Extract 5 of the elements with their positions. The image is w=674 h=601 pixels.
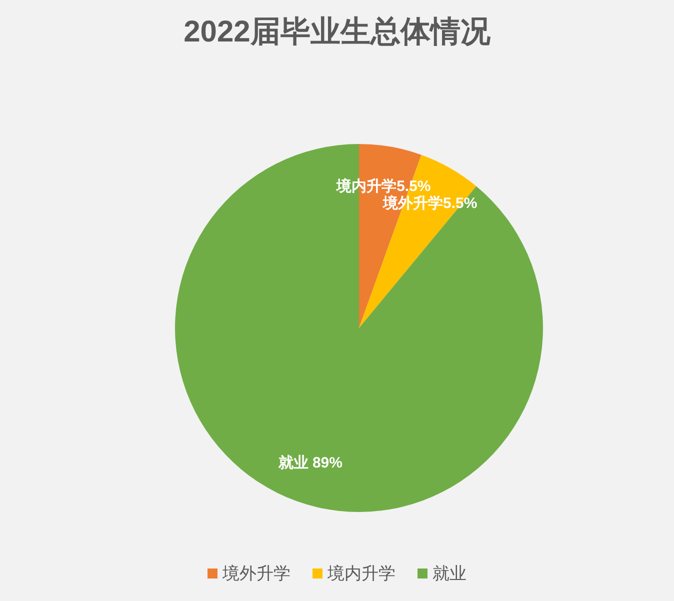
legend-label: 就业: [432, 564, 466, 583]
legend-label: 境内升学: [326, 564, 396, 583]
legend-label: 境外升学: [222, 564, 290, 583]
data-label: 就业 89%: [277, 454, 342, 472]
chart-title: 2022届毕业生总体情况: [184, 16, 492, 48]
